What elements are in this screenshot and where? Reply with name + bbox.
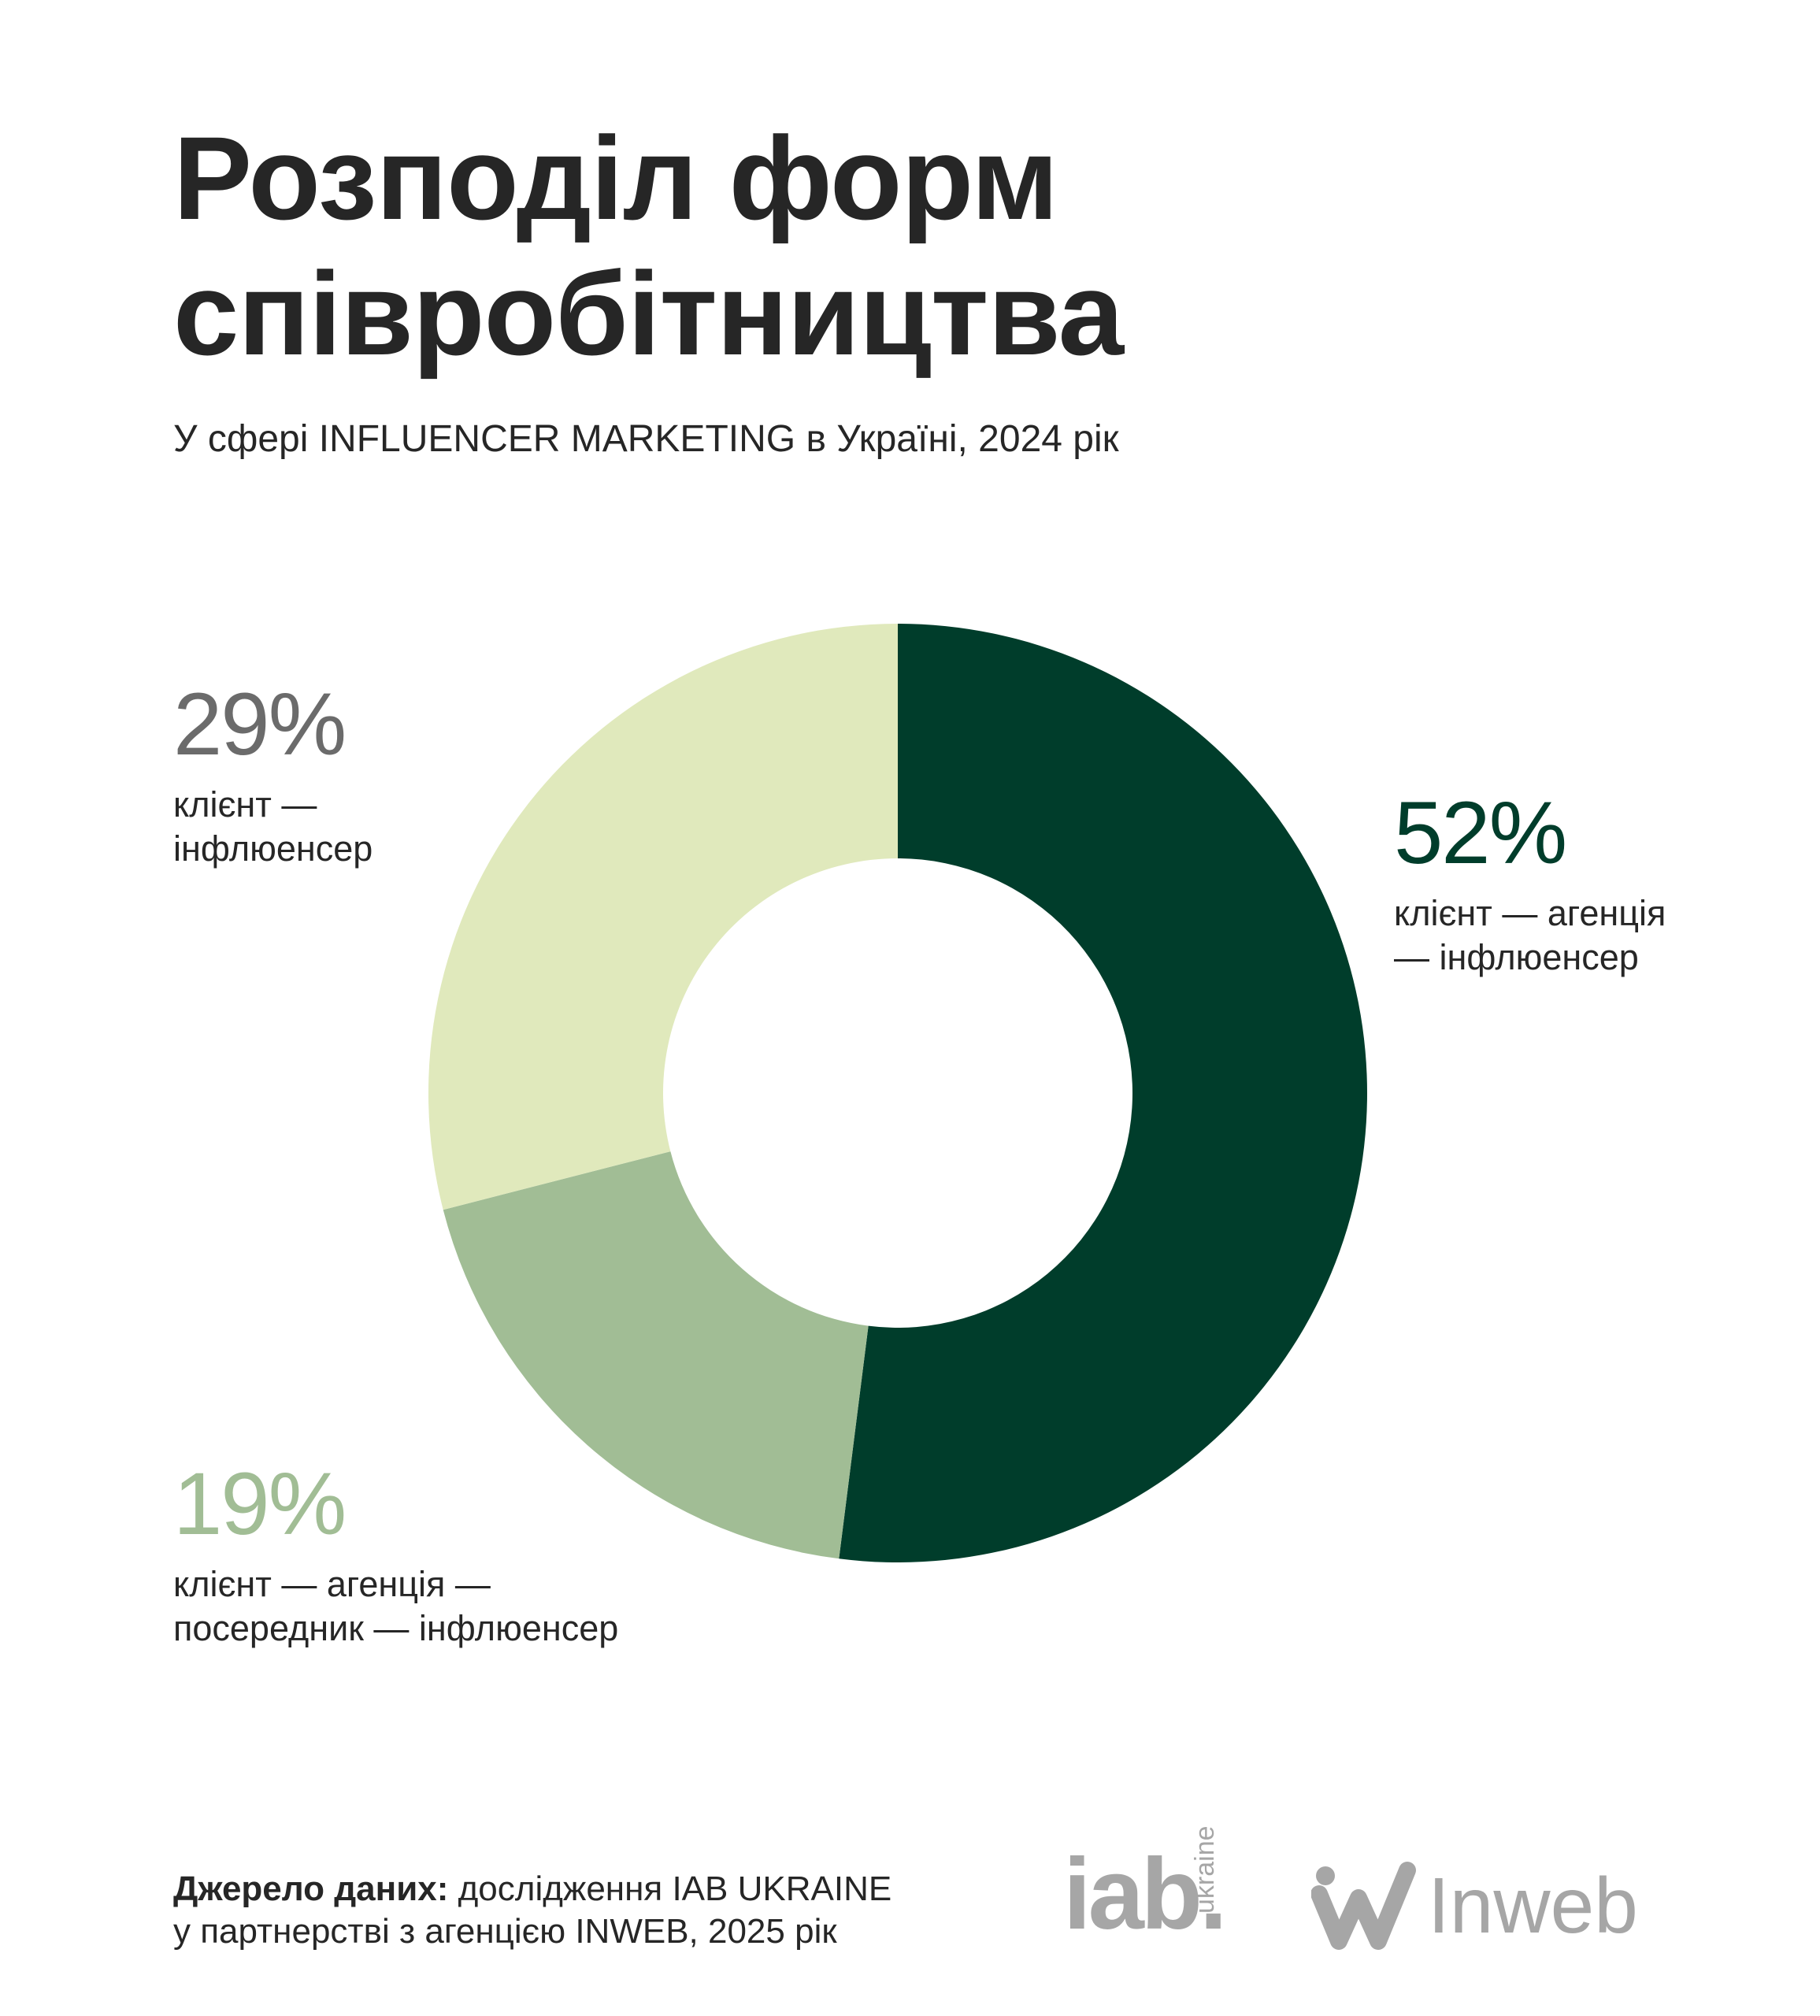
inweb-logo-text: Inweb: [1428, 1862, 1638, 1950]
slice-value-52: 52%: [1394, 784, 1567, 882]
iab-ukraine-logo: iab. ukraine: [1063, 1803, 1229, 1945]
title-line-1: Розподіл форм: [173, 112, 1058, 244]
slice-label-29: 29% клієнт — інфлюенсер: [173, 677, 373, 871]
source-text-2: у партнерстві з агенцією INWEB, 2025 рік: [173, 1912, 837, 1951]
slice-desc-29-line1: клієнт —: [173, 784, 317, 825]
slice-desc-19: клієнт — агенція — посередник — інфлюенс…: [173, 1562, 618, 1651]
slice-desc-19-line2: посередник — інфлюенсер: [173, 1608, 619, 1648]
source-line-1: Джерело даних: дослідження IAB UKRAINE: [173, 1868, 1040, 1910]
iab-logo-text: iab.: [1063, 1838, 1227, 1951]
slice-desc-52-line1: клієнт — агенція: [1394, 893, 1666, 933]
inweb-mark-icon: [1311, 1862, 1416, 1950]
slice-desc-29-line2: інфлюенсер: [173, 828, 373, 869]
slice-desc-52-line2: — інфлюенсер: [1394, 937, 1639, 977]
donut-slice-29: [428, 624, 898, 1210]
source-text-1: дослідження IAB UKRAINE: [448, 1870, 892, 1908]
slice-label-52: 52% клієнт — агенція — інфлюенсер: [1394, 786, 1666, 980]
slice-value-29: 29%: [173, 675, 347, 773]
page-title: Розподіл форм співробітництва: [173, 110, 1591, 381]
slice-value-19: 19%: [173, 1455, 347, 1553]
title-line-2: співробітництва: [173, 247, 1124, 380]
donut-slice-52: [839, 624, 1367, 1562]
slice-desc-29: клієнт — інфлюенсер: [173, 783, 373, 871]
slice-label-19: 19% клієнт — агенція — посередник — інфл…: [173, 1457, 618, 1651]
page-subtitle: У сфері INFLUENCER MARKETING в Україні, …: [173, 418, 1119, 460]
source-label: Джерело даних:: [173, 1870, 449, 1908]
slice-desc-52: клієнт — агенція — інфлюенсер: [1394, 891, 1666, 980]
source-note: Джерело даних: дослідження IAB UKRAINE у…: [173, 1868, 1040, 1953]
inweb-logo: Inweb: [1311, 1858, 1642, 1953]
slice-desc-19-line1: клієнт — агенція —: [173, 1564, 491, 1604]
iab-logo-subtext: ukraine: [1190, 1825, 1220, 1914]
donut-slice-19: [443, 1151, 869, 1559]
